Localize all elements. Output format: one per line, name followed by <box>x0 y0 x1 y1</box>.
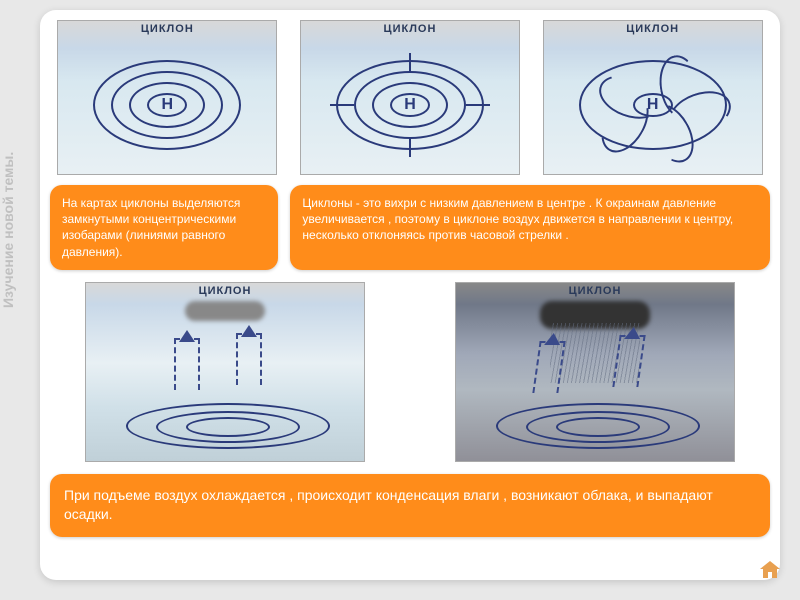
diagram-3d-dark: ЦИКЛОН <box>455 282 735 462</box>
top-diagrams-row: ЦИКЛОН Н ЦИКЛОН Н <box>50 20 770 175</box>
text-boxes-row: На картах циклоны выделяются замкнутыми … <box>50 185 770 270</box>
bottom-diagrams-row: ЦИКЛОН ЦИКЛОН <box>50 282 770 462</box>
diagram-title: ЦИКЛОН <box>86 285 364 297</box>
diagram-title: ЦИКЛОН <box>301 23 519 35</box>
content-panel: ЦИКЛОН Н ЦИКЛОН Н <box>40 10 780 580</box>
center-letter: Н <box>162 96 174 114</box>
textbox-right: Циклоны - это вихри с низким давлением в… <box>290 185 770 270</box>
diagram-arrows: ЦИКЛОН Н <box>300 20 520 175</box>
sidebar-title: Изучение новой темы. <box>0 152 16 308</box>
diagram-spiral: ЦИКЛОН Н <box>543 20 763 175</box>
cloud-icon <box>185 301 265 321</box>
diagram-concentric: ЦИКЛОН Н <box>57 20 277 175</box>
center-letter: Н <box>404 96 416 114</box>
textbox-left: На картах циклоны выделяются замкнутыми … <box>50 185 278 270</box>
diagram-title: ЦИКЛОН <box>544 23 762 35</box>
textbox-bottom: При подъеме воздух охлаждается , происхо… <box>50 474 770 537</box>
home-icon[interactable] <box>758 558 782 582</box>
diagram-3d-light: ЦИКЛОН <box>85 282 365 462</box>
diagram-title: ЦИКЛОН <box>58 23 276 35</box>
diagram-title: ЦИКЛОН <box>456 285 734 297</box>
center-letter: Н <box>647 96 659 114</box>
